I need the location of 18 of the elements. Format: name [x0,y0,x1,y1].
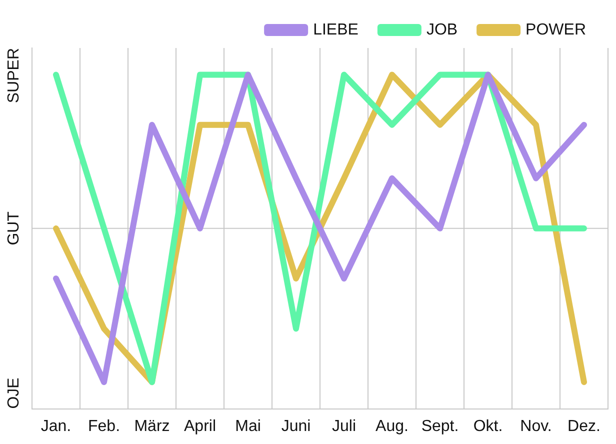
x-tick-label: Okt. [473,418,503,435]
legend-label: LIEBE [313,21,358,38]
text: OJE [5,378,22,409]
x-tick-label: Aug. [376,418,408,435]
x-tick-label: Jan. [40,418,72,435]
x-tick-label: Dez. [568,418,600,435]
legend-label: JOB [426,21,458,38]
x-tick-label: Juni [281,418,311,435]
x-tick-label: Sept. [421,418,459,435]
x-tick-label: Juli [332,418,356,435]
x-tick-label: Feb. [88,418,120,435]
x-tick-label: März [134,418,170,435]
text: SUPER [5,48,22,104]
x-tick-label: Mai [235,418,261,435]
text: GUT [5,211,22,246]
x-tick-label: April [184,418,216,435]
x-tick-label: Nov. [520,418,552,435]
legend-label: POWER [526,21,586,38]
